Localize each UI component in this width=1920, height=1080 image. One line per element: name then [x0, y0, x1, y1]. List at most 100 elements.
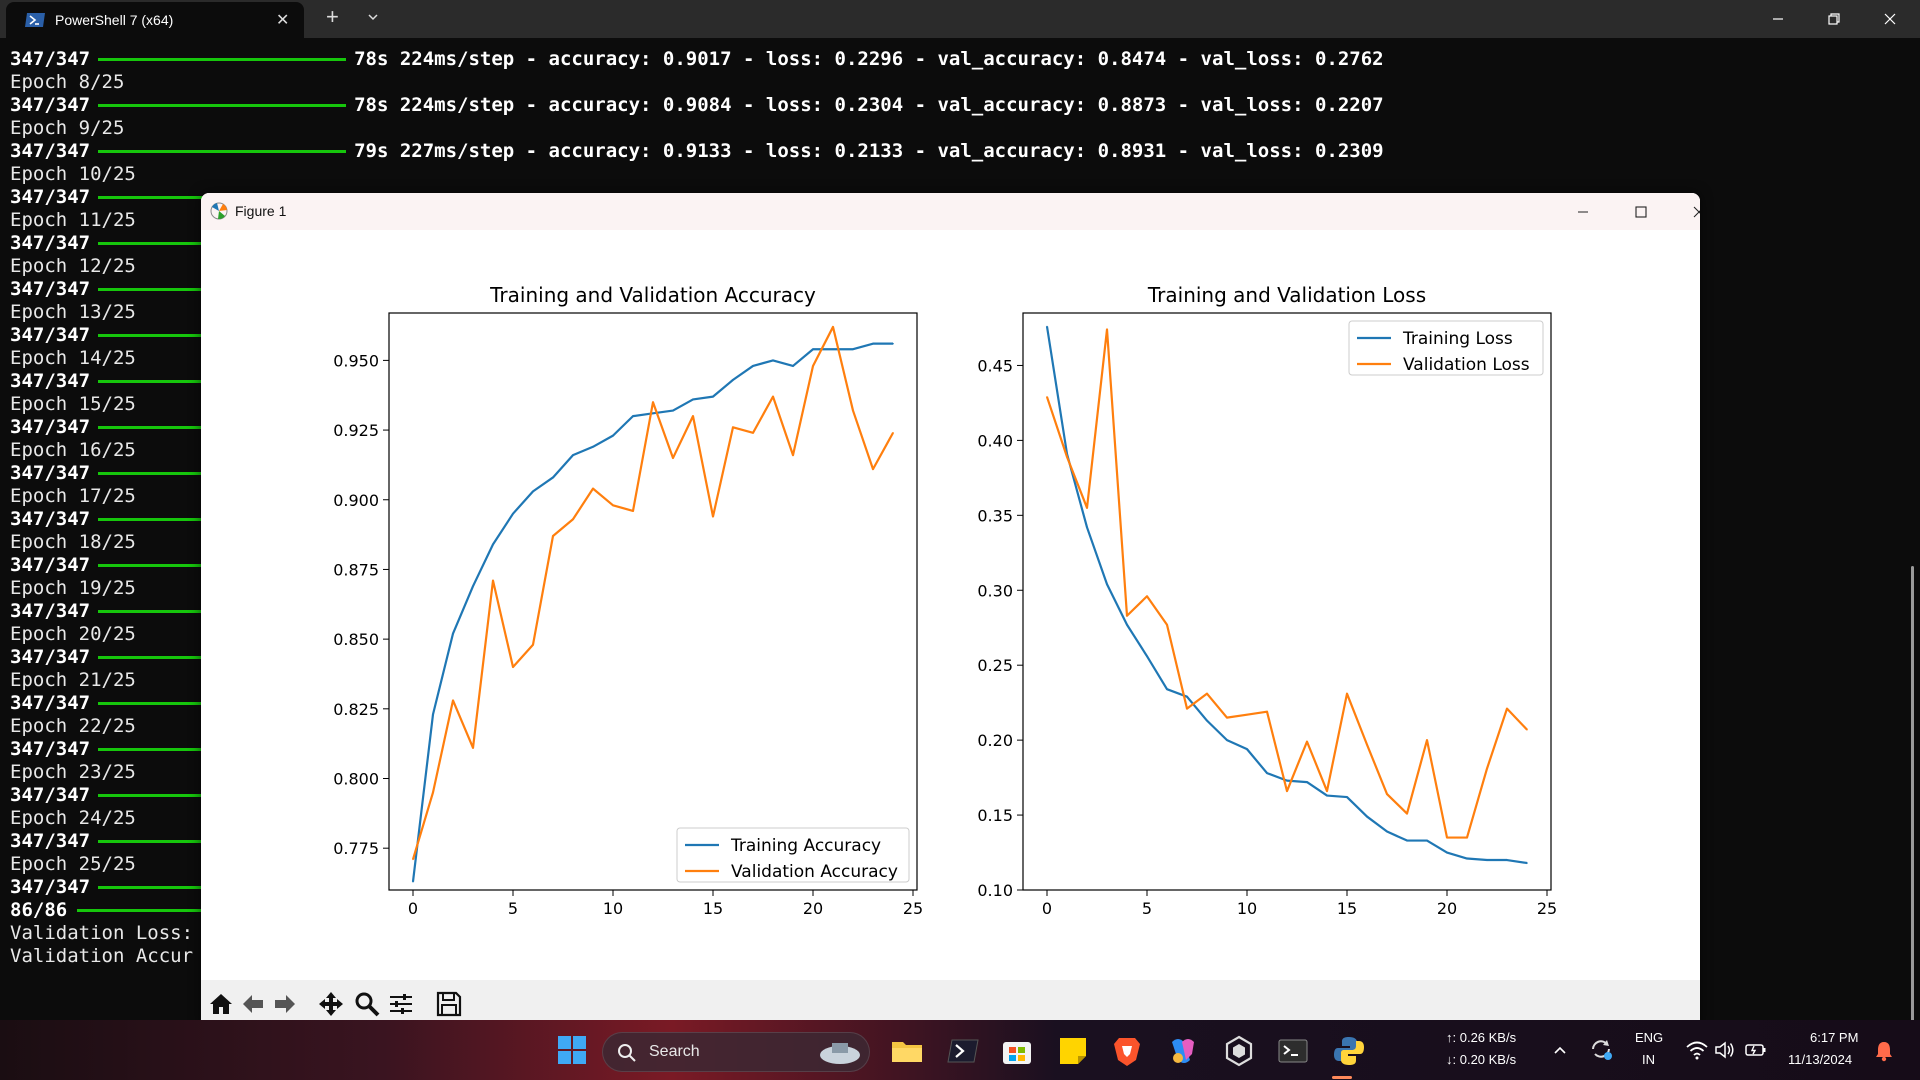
clock-time[interactable]: 6:17 PM [1810, 1030, 1859, 1045]
sync-icon[interactable] [1588, 1036, 1614, 1062]
data-point [1126, 614, 1128, 617]
language-indicator[interactable]: ENG [1635, 1030, 1664, 1045]
minimize-icon [1773, 18, 1783, 20]
figure-minimize-button[interactable] [1555, 193, 1611, 230]
close-button[interactable] [1862, 0, 1918, 38]
data-point [532, 490, 534, 493]
figure-title: Figure 1 [235, 203, 287, 219]
forward-icon[interactable] [271, 990, 299, 1018]
terminal-line-text: Epoch 24/25 [10, 807, 136, 829]
figure-canvas[interactable]: Training and Validation Accuracy 0 5 10 15 20… [201, 230, 1700, 980]
windows-start-icon[interactable] [556, 1034, 588, 1066]
terminal-line-text: 347/347 [10, 324, 91, 346]
powershell-app-icon[interactable] [946, 1034, 980, 1068]
legend-box [676, 827, 910, 883]
data-point [812, 348, 814, 351]
epoch-metrics: 78s 224ms/step - accuracy: 0.9017 - loss… [354, 48, 1384, 70]
x-tick-label: 0 [408, 899, 418, 918]
network-upload-speed: ↑: 0.26 KB/s [1446, 1030, 1517, 1045]
close-icon [1693, 206, 1700, 217]
data-point [1486, 859, 1488, 861]
terminal-scrollbar[interactable] [1911, 566, 1914, 1034]
data-point [1186, 707, 1188, 710]
series-line-validation-accuracy [411, 325, 894, 860]
x-tick-label: 15 [1337, 899, 1357, 918]
tab-close-icon[interactable]: ✕ [276, 10, 290, 29]
terminal-line-text: 347/347 [10, 784, 91, 806]
data-point [1446, 836, 1448, 839]
terminal-line-text: 347/347 [10, 738, 91, 760]
sticky-notes-icon[interactable] [1056, 1034, 1090, 1068]
chevron-down-icon[interactable] [366, 10, 380, 24]
data-point [1306, 781, 1308, 783]
configure-icon[interactable] [387, 990, 415, 1018]
clock-date[interactable]: 11/13/2024 [1788, 1052, 1853, 1067]
data-point [1506, 707, 1508, 710]
microsoft-store-icon[interactable] [1000, 1034, 1034, 1068]
active-app-indicator [1332, 1076, 1352, 1079]
data-point [612, 434, 614, 437]
x-tick-label: 20 [803, 899, 823, 918]
terminal-text-line: Epoch 9/25 [10, 117, 124, 140]
figure-maximize-button[interactable] [1613, 193, 1669, 230]
terminal-line-text: 347/347 [10, 554, 91, 576]
new-tab-button[interactable]: + [326, 4, 339, 29]
terminal-text-line: Epoch 14/25 [10, 347, 136, 370]
restore-button[interactable] [1806, 0, 1862, 38]
epoch-metrics: 79s 227ms/step - accuracy: 0.9133 - loss… [354, 140, 1384, 162]
data-point [1426, 739, 1428, 741]
data-point [1226, 716, 1228, 719]
legend-label: Validation Loss [1403, 355, 1530, 375]
data-point [792, 454, 794, 456]
chevron-up-icon[interactable] [1552, 1042, 1568, 1058]
terminal-line-text: 347/347 [10, 462, 91, 484]
powershell-icon [25, 13, 45, 27]
data-point [812, 365, 814, 367]
data-point [512, 666, 514, 668]
data-point [832, 348, 834, 351]
zoom-icon[interactable] [353, 990, 381, 1018]
terminal-text-line: Epoch 19/25 [10, 577, 136, 600]
save-icon[interactable] [435, 990, 463, 1018]
battery-icon[interactable] [1744, 1040, 1768, 1060]
data-point [492, 579, 494, 582]
notification-bell-icon[interactable] [1874, 1040, 1894, 1062]
file-explorer-icon[interactable] [890, 1034, 924, 1068]
data-point [492, 543, 494, 546]
tab-title: PowerShell 7 (x64) [55, 12, 174, 28]
python-app-icon[interactable] [1332, 1034, 1366, 1068]
data-point [712, 395, 714, 398]
taskbar-search[interactable]: Search [602, 1032, 870, 1072]
data-point [1326, 790, 1328, 792]
data-point [852, 348, 854, 351]
y-tick-label: 0.15 [977, 806, 1013, 825]
data-point [1166, 623, 1168, 626]
home-icon[interactable] [207, 990, 235, 1018]
unity-hub-icon[interactable] [1222, 1034, 1256, 1068]
tab-powershell[interactable]: PowerShell 7 (x64) ✕ [6, 2, 304, 38]
search-highlight-icon [820, 1043, 860, 1064]
volume-icon[interactable] [1714, 1040, 1736, 1060]
pan-icon[interactable] [317, 990, 345, 1018]
wifi-icon[interactable] [1686, 1040, 1708, 1060]
x-tick-label: 25 [1537, 899, 1557, 918]
axes-frame [1022, 312, 1552, 891]
terminal-app-icon[interactable] [1276, 1034, 1310, 1068]
y-tick-label: 0.25 [977, 656, 1013, 675]
data-point [652, 412, 654, 415]
y-tick-label: 0.850 [333, 630, 379, 649]
minimize-button[interactable] [1750, 0, 1806, 38]
terminal-line-text: Epoch 17/25 [10, 485, 136, 507]
back-icon[interactable] [239, 990, 267, 1018]
terminal-line-text: 347/347 [10, 876, 91, 898]
search-icon [618, 1044, 636, 1062]
chart-loss: Training and Validation Loss 0 5 10 15 20 25 0.… [977, 283, 1557, 918]
terminal-progress-line: 347/347 79s 227ms/step - accuracy: 0.9133… [10, 140, 1384, 163]
data-point [1486, 767, 1488, 770]
data-point [1046, 396, 1048, 398]
copilot-icon[interactable] [1166, 1034, 1200, 1068]
terminal-line-text: Epoch 9/25 [10, 117, 125, 139]
data-point [572, 518, 574, 521]
figure-close-button[interactable] [1671, 193, 1700, 230]
brave-browser-icon[interactable] [1110, 1034, 1144, 1068]
